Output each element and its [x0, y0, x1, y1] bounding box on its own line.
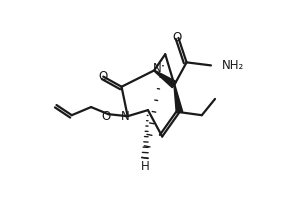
- Text: O: O: [101, 110, 110, 123]
- Text: N: N: [121, 110, 130, 123]
- Text: H: H: [140, 160, 149, 173]
- Text: N: N: [152, 62, 161, 75]
- Text: O: O: [99, 70, 108, 83]
- Polygon shape: [174, 85, 183, 113]
- Text: NH₂: NH₂: [221, 59, 244, 72]
- Text: O: O: [173, 32, 182, 44]
- Polygon shape: [154, 70, 176, 88]
